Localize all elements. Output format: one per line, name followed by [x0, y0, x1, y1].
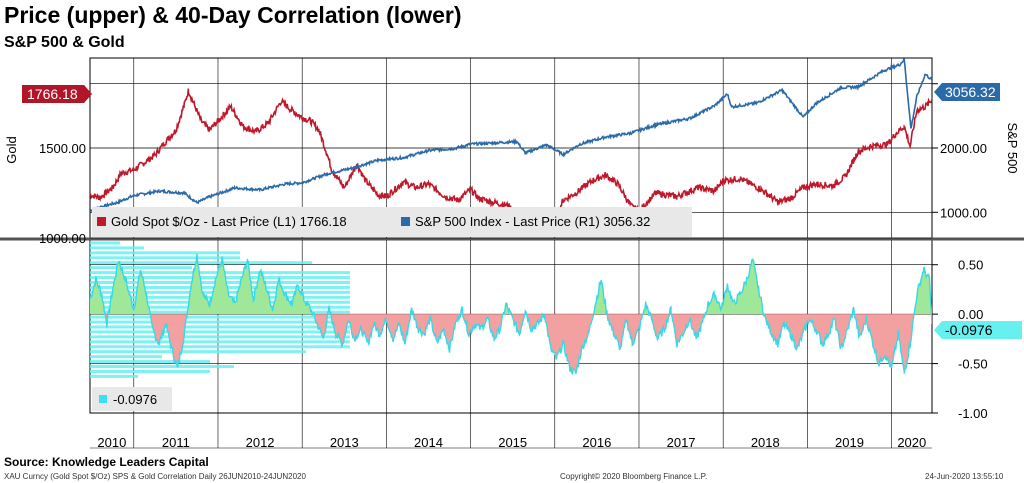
corr-axis-tick: -0.50 — [958, 357, 988, 372]
correlation-area — [90, 253, 932, 376]
gold-last-value: 1766.18 — [27, 86, 78, 102]
histogram-bar — [90, 374, 138, 378]
corr-axis-tick: 0.50 — [958, 258, 983, 273]
spx-last-value: 3056.32 — [945, 84, 996, 100]
year-tick-label: 2017 — [667, 435, 696, 450]
histogram-bar — [90, 369, 210, 373]
gold-axis-tick: 1500.00 — [39, 141, 86, 156]
gold-last-value-tag: 1766.18 — [22, 85, 92, 103]
year-tick-label: 2013 — [330, 435, 359, 450]
upper-legend: Gold Spot $/Oz - Last Price (L1) 1766.18… — [92, 207, 692, 237]
histogram-bar — [90, 360, 210, 364]
histogram-bar — [90, 345, 350, 349]
corr-axis-tick: 0.00 — [958, 307, 983, 322]
histogram-bar — [90, 330, 350, 334]
histogram-bar — [90, 266, 192, 270]
year-tick-label: 2011 — [162, 435, 190, 450]
legend-swatch-spx — [401, 217, 410, 226]
correlation-positive-area — [90, 253, 932, 315]
histogram-bar — [90, 355, 162, 359]
legend-label-spx: S&P 500 Index - Last Price (R1) 3056.32 — [415, 214, 650, 229]
copyright: Copyright© 2020 Bloomberg Finance L.P. — [560, 472, 708, 481]
spx-last-value-tag: 3056.32 — [934, 83, 1000, 101]
histogram-bar — [90, 350, 306, 354]
upper-gridlines — [90, 83, 932, 239]
legend-swatch-gold — [97, 217, 106, 226]
timestamp: 24-Jun-2020 13:55:10 — [925, 472, 1004, 481]
histogram-bar — [90, 246, 144, 250]
right-axis-label: S&P 500 — [1005, 122, 1020, 173]
year-tick-label: 2020 — [897, 435, 926, 450]
spx-price-line — [90, 58, 932, 213]
left-axis-label: Gold — [4, 136, 19, 163]
source-note: Source: Knowledge Leaders Capital — [4, 455, 209, 469]
corr-tag-shape — [934, 321, 1022, 339]
axis-labels: 1000.00 1500.00 1000.00 2000.00 0.50 0.00 -0.5… — [39, 83, 988, 450]
year-tick-label: 2019 — [835, 435, 864, 450]
spx-axis-tick: 2000.00 — [940, 141, 987, 156]
series-info: XAU Curncy (Gold Spot $/Oz) SPS & Gold C… — [4, 472, 306, 481]
spx-tag-shape — [934, 83, 1000, 101]
upper-legend-box — [92, 207, 692, 237]
gold-axis-tick: 1000.00 — [39, 231, 86, 246]
correlation-negative-area — [90, 314, 932, 374]
price-lines — [90, 58, 932, 226]
year-tick-label: 2018 — [751, 435, 780, 450]
legend-swatch-corr — [99, 395, 107, 403]
histogram-bar — [90, 320, 350, 324]
gold-price-line — [90, 88, 932, 226]
histogram-bar — [90, 241, 120, 245]
chart-subtitle: S&P 500 & Gold — [4, 34, 125, 51]
corr-axis-tick: -1.00 — [958, 406, 988, 421]
legend-label-corr: -0.0976 — [113, 392, 157, 407]
year-tick-label: 2012 — [246, 435, 275, 450]
gold-tag-shape — [22, 85, 92, 103]
legend-label-gold: Gold Spot $/Oz - Last Price (L1) 1766.18 — [111, 214, 347, 229]
year-tick-label: 2010 — [97, 435, 126, 450]
histogram-bar — [90, 325, 350, 329]
chart-title: Price (upper) & 40-Day Correlation (lowe… — [4, 2, 462, 28]
corr-last-value: -0.0976 — [945, 322, 993, 338]
histogram-bar — [90, 315, 350, 319]
corr-last-value-tag: -0.0976 — [934, 321, 1022, 339]
year-tick-label: 2015 — [498, 435, 527, 450]
lower-legend: -0.0976 — [92, 387, 172, 411]
histogram-bar — [90, 251, 240, 255]
histogram-bar — [90, 340, 350, 344]
year-tick-label: 2016 — [582, 435, 611, 450]
histogram-bar — [90, 261, 312, 265]
year-tick-label: 2014 — [414, 435, 443, 450]
year-gridlines — [133, 58, 892, 448]
correlation-line — [90, 253, 932, 376]
histogram-bar — [90, 365, 234, 369]
spx-axis-tick: 1000.00 — [940, 205, 987, 220]
histogram-bar — [90, 335, 350, 339]
histogram-bar — [90, 256, 240, 260]
